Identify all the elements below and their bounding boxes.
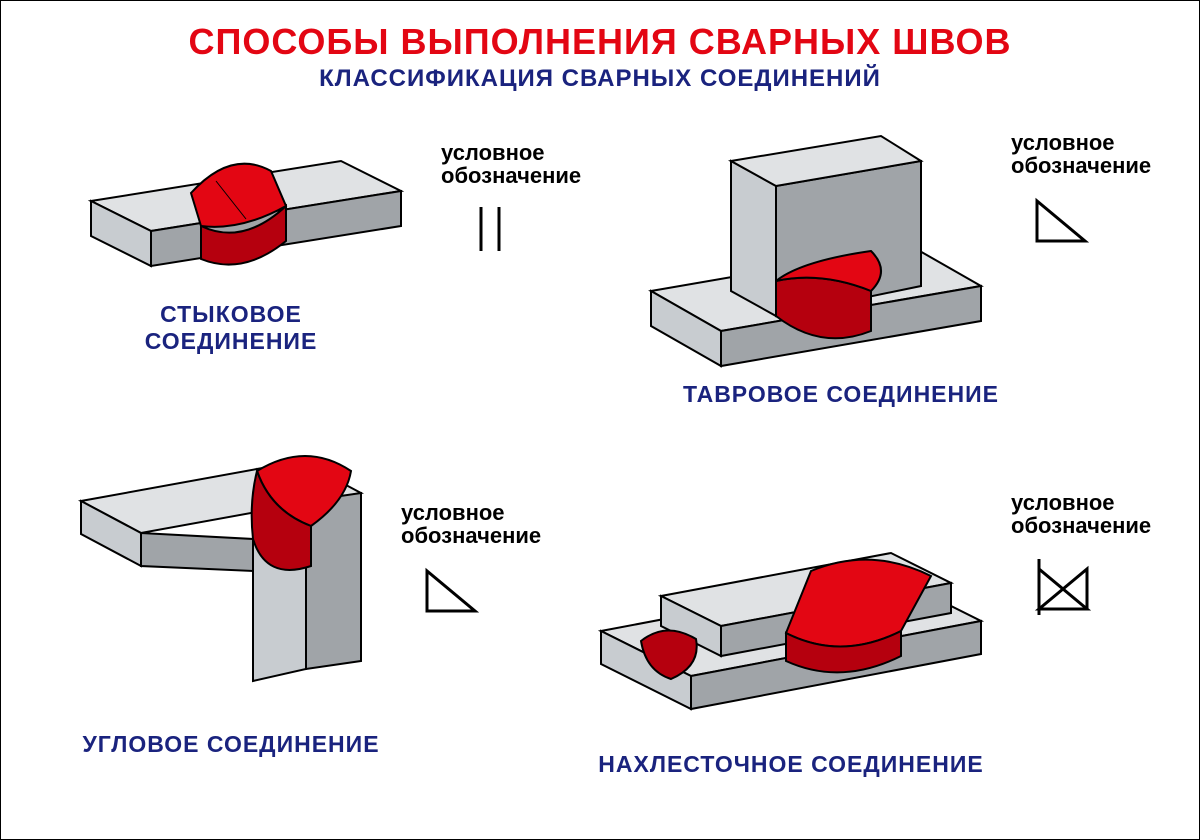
corner-symbol-line1: условное	[401, 501, 541, 524]
tee-symbol-line2: обозначение	[1011, 154, 1151, 177]
butt-symbol-line2: обозначение	[441, 164, 581, 187]
tee-joint-label: ТАВРОВОЕ СОЕДИНЕНИЕ	[681, 381, 1001, 408]
butt-joint-label: СТЫКОВОЕ СОЕДИНЕНИЕ	[71, 301, 391, 355]
lap-joint-label: НАХЛЕСТОЧНОЕ СОЕДИНЕНИЕ	[591, 751, 991, 778]
butt-symbol-icon	[461, 201, 521, 261]
sub-title: КЛАССИФИКАЦИЯ СВАРНЫХ СОЕДИНЕНИЙ	[1, 65, 1199, 93]
corner-joint-diagram	[61, 431, 421, 691]
lap-symbol-line2: обозначение	[1011, 514, 1151, 537]
lap-joint-diagram	[571, 511, 1011, 731]
butt-symbol-line1: условное	[441, 141, 581, 164]
corner-symbol-label: условное обозначение	[401, 501, 541, 547]
corner-symbol-line2: обозначение	[401, 524, 541, 547]
tee-joint-diagram	[621, 121, 1001, 381]
butt-joint-diagram	[51, 131, 411, 311]
tee-symbol-line1: условное	[1011, 131, 1151, 154]
corner-joint-label: УГЛОВОЕ СОЕДИНЕНИЕ	[71, 731, 391, 758]
tee-symbol-icon	[1031, 191, 1101, 251]
page-root: СПОСОБЫ ВЫПОЛНЕНИЯ СВАРНЫХ ШВОВ КЛАССИФИ…	[0, 0, 1200, 840]
corner-symbol-icon	[421, 561, 491, 621]
tee-symbol-label: условное обозначение	[1011, 131, 1151, 177]
lap-symbol-line1: условное	[1011, 491, 1151, 514]
butt-symbol-label: условное обозначение	[441, 141, 581, 187]
lap-symbol-icon	[1031, 551, 1111, 621]
lap-symbol-label: условное обозначение	[1011, 491, 1151, 537]
main-title: СПОСОБЫ ВЫПОЛНЕНИЯ СВАРНЫХ ШВОВ	[1, 21, 1199, 63]
